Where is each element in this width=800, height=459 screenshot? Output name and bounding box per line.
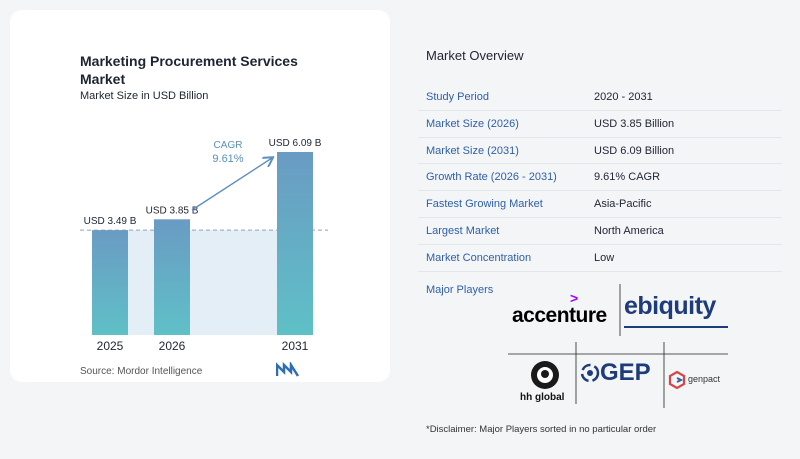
gep-swirl-icon (580, 363, 600, 383)
overview-title: Market Overview (426, 48, 524, 63)
overview-table: Study Period 2020 - 2031 Market Size (202… (418, 84, 782, 272)
overview-row: Study Period 2020 - 2031 (418, 84, 782, 111)
chart-title: Marketing Procurement Services Market (80, 53, 298, 87)
overview-value: Low (594, 251, 615, 264)
overview-key: Market Concentration (426, 251, 532, 264)
overview-value: 9.61% CAGR (594, 171, 661, 184)
major-players-label: Major Players (426, 284, 494, 296)
x-tick-label: 2026 (159, 339, 186, 353)
mordor-intelligence-logo (276, 362, 300, 377)
cagr-label: CAGR (214, 140, 243, 151)
overview-row: Largest Market North America (418, 218, 782, 245)
cagr-arrow (191, 158, 272, 211)
overview-value: USD 6.09 Billion (594, 144, 675, 157)
overview-row: Growth Rate (2026 - 2031) 9.61% CAGR (418, 164, 782, 192)
logo-grid (508, 284, 728, 408)
bar-chart: USD 3.49 B 2025 USD 3.85 B 2026 USD 6.09 B 20… (80, 138, 328, 353)
bar-2025 (92, 230, 128, 335)
overview-key: Largest Market (426, 224, 500, 237)
bar-value-label: USD 3.49 B (84, 216, 137, 227)
gep-logo: GEP (580, 356, 662, 390)
x-tick-label: 2025 (97, 339, 124, 353)
overview-key: Growth Rate (2026 - 2031) (426, 171, 557, 184)
overview-key: Fastest Growing Market (426, 198, 543, 211)
overview-value: Asia-Pacific (594, 198, 652, 211)
gep-wordmark: GEP (600, 359, 651, 386)
x-tick-label: 2031 (282, 339, 309, 353)
hh-global-emblem (531, 361, 559, 389)
bar-value-label: USD 3.85 B (146, 205, 199, 216)
overview-row: Market Concentration Low (418, 245, 782, 272)
overview-row: Fastest Growing Market Asia-Pacific (418, 191, 782, 218)
overview-key: Market Size (2031) (426, 144, 519, 157)
overview-key: Study Period (426, 91, 489, 103)
genpact-wordmark: genpact (688, 374, 721, 384)
source-note: Source: Mordor Intelligence (80, 366, 203, 377)
overview-value: North America (594, 224, 664, 237)
chart-subtitle: Market Size in USD Billion (80, 90, 209, 102)
cagr-value: 9.61% (212, 153, 243, 165)
ebiquity-logo: ebiquity (624, 292, 716, 320)
overview-value: 2020 - 2031 (594, 91, 653, 103)
bar-value-label: USD 6.09 B (269, 138, 322, 149)
overview-row: Market Size (2031) USD 6.09 Billion (418, 138, 782, 165)
accenture-logo: > accenture (512, 290, 618, 332)
overview-key: Market Size (2026) (426, 117, 519, 130)
ebiquity-underline (624, 326, 728, 328)
hh-global-logo: hh global (520, 360, 572, 406)
accenture-wordmark: accenture (512, 304, 607, 327)
disclaimer: *Disclaimer: Major Players sorted in no … (426, 424, 657, 435)
accenture-mark: > (570, 290, 579, 306)
genpact-mark-icon (668, 371, 686, 389)
hh-global-wordmark: hh global (520, 392, 565, 403)
bar-2031 (277, 152, 313, 335)
genpact-logo: genpact (668, 368, 732, 392)
overview-row: Market Size (2026) USD 3.85 Billion (418, 111, 782, 138)
bar-2026 (154, 219, 190, 335)
overview-value: USD 3.85 Billion (594, 117, 675, 130)
